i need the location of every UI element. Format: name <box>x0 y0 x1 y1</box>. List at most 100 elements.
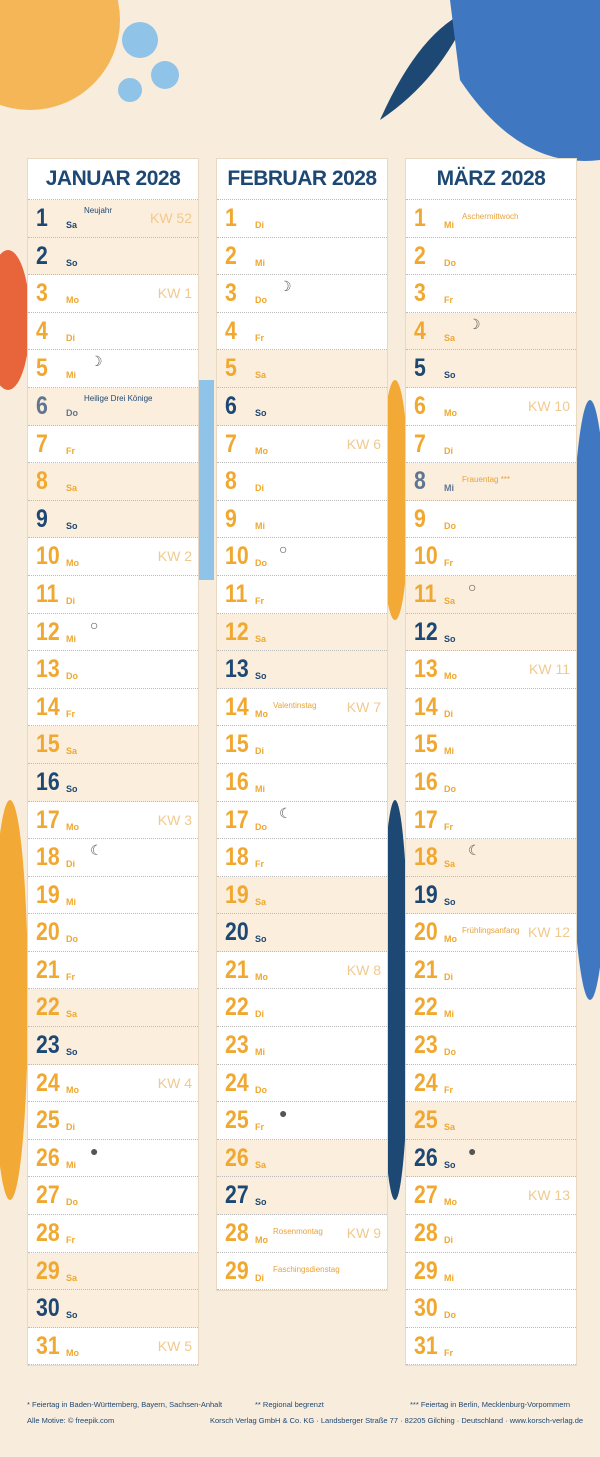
day-number: 20 <box>414 918 438 947</box>
day-number: 12 <box>225 617 249 646</box>
day-number: 27 <box>36 1181 60 1210</box>
month-column: FEBRUAR 2028 1 Di 2 Mi 3 Do ☽ 4 Fr 5 Sa 6 So 7 Mo KW 6 8 D… <box>216 158 388 1292</box>
weekday: Mi <box>444 1009 454 1020</box>
day-row: 25 Di <box>28 1102 198 1140</box>
day-row: 6 Mo KW 10 <box>406 388 576 426</box>
footnote: * Feiertag in Baden-Württemberg, Bayern,… <box>27 1400 223 1409</box>
day-row: 9 Do <box>406 501 576 539</box>
weekday: Mo <box>66 1084 79 1095</box>
day-number: 28 <box>414 1219 438 1248</box>
day-number: 10 <box>36 542 60 571</box>
day-row: 10 Fr <box>406 538 576 576</box>
day-number: 9 <box>36 504 48 533</box>
moon-phase: ○ <box>468 578 477 595</box>
week-number: KW 13 <box>527 1187 570 1204</box>
week-number: KW 3 <box>157 811 192 828</box>
day-number: 16 <box>225 767 249 796</box>
week-number: KW 6 <box>346 435 381 452</box>
day-row: 17 Mo KW 3 <box>28 802 198 840</box>
day-row: 31 Mo KW 5 <box>28 1328 198 1366</box>
day-number: 21 <box>225 955 249 984</box>
day-row: 15 Mi <box>406 726 576 764</box>
weekday: Mo <box>444 1197 457 1208</box>
day-number: 23 <box>414 1031 438 1060</box>
weekday: Fr <box>255 595 264 606</box>
day-number: 7 <box>225 429 237 458</box>
weekday: Do <box>444 1047 456 1058</box>
holiday-note: Frauentag *** <box>462 475 511 485</box>
weekday: Mi <box>255 783 265 794</box>
weekday: Di <box>66 332 75 343</box>
day-number: 10 <box>225 542 249 571</box>
day-row: 24 Fr <box>406 1065 576 1103</box>
day-number: 6 <box>225 391 237 420</box>
weekday: Mo <box>444 934 457 945</box>
weekday: Do <box>66 934 78 945</box>
day-row: 19 So <box>406 876 576 915</box>
weekday: Fr <box>66 708 75 719</box>
weekday: Sa <box>255 1159 267 1170</box>
weekday: Sa <box>444 332 456 343</box>
day-number: 6 <box>414 391 426 420</box>
weekday: So <box>255 671 267 682</box>
weekday: Mi <box>444 483 454 494</box>
day-row: 27 Do <box>28 1177 198 1216</box>
day-number: 1 <box>225 204 237 232</box>
weekday: So <box>66 783 78 794</box>
weekday: Fr <box>66 445 75 456</box>
day-row: 22 Di <box>217 989 387 1028</box>
weekday: Do <box>255 1084 267 1095</box>
day-row: 25 Sa <box>406 1102 576 1140</box>
day-number: 20 <box>225 918 249 947</box>
holiday-note: Valentinstag <box>273 700 317 710</box>
day-row: 8 Di <box>217 463 387 501</box>
day-row: 29 Di Faschingsdienstag <box>217 1253 387 1291</box>
weekday: Di <box>255 1009 264 1020</box>
day-row: 28 Mo Rosenmontag KW 9 <box>217 1215 387 1253</box>
publisher: Korsch Verlag GmbH & Co. KG · Landsberge… <box>210 1416 584 1425</box>
day-number: 28 <box>225 1219 249 1248</box>
weekday: Mi <box>255 520 265 531</box>
day-row: 14 Mo Valentinstag KW 7 <box>217 689 387 727</box>
weekday: Fr <box>255 332 264 343</box>
day-number: 18 <box>225 843 249 872</box>
weekday: Di <box>444 445 453 456</box>
weekday: Fr <box>444 1347 453 1358</box>
day-number: 11 <box>225 579 248 608</box>
day-row: 18 Di ☾ <box>28 839 198 877</box>
day-number: 24 <box>225 1068 249 1097</box>
weekday: Di <box>444 971 453 982</box>
weekday: Sa <box>66 746 78 757</box>
day-row: 22 Mi <box>406 989 576 1028</box>
weekday: Do <box>255 295 267 306</box>
weekday: So <box>255 407 267 418</box>
weekday: Di <box>255 483 264 494</box>
day-row: 9 So <box>28 500 198 539</box>
weekday: So <box>66 257 78 268</box>
day-number: 2 <box>225 241 237 270</box>
day-row: 30 Do <box>406 1290 576 1328</box>
weekday: So <box>255 934 267 945</box>
weekday: Mi <box>444 220 454 230</box>
weekday: Di <box>255 220 264 230</box>
holiday-note: Faschingsdienstag <box>273 1264 340 1274</box>
day-number: 15 <box>414 730 438 759</box>
day-number: 7 <box>414 429 426 458</box>
day-number: 30 <box>414 1294 438 1323</box>
day-number: 25 <box>414 1106 438 1135</box>
day-number: 21 <box>414 955 438 984</box>
week-number: KW 1 <box>157 285 192 302</box>
day-number: 14 <box>225 692 249 721</box>
day-number: 12 <box>36 617 60 646</box>
day-row: 17 Do ☾ <box>217 802 387 840</box>
day-number: 25 <box>225 1106 249 1135</box>
day-row: 8 Sa <box>28 463 198 501</box>
day-row: 21 Mo KW 8 <box>217 952 387 990</box>
day-number: 4 <box>225 316 237 345</box>
day-number: 11 <box>414 579 437 608</box>
week-number: KW 7 <box>346 698 381 715</box>
moon-phase: ● <box>468 1142 477 1159</box>
day-number: 3 <box>36 279 48 308</box>
day-number: 1 <box>414 204 426 232</box>
day-number: 27 <box>225 1181 249 1210</box>
